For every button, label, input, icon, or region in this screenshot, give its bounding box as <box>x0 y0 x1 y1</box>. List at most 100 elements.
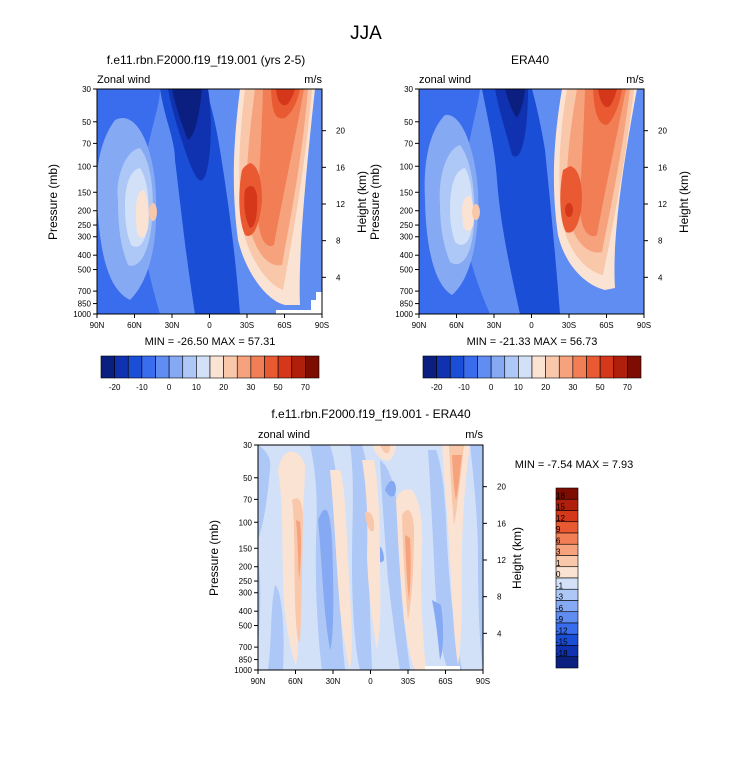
colorbar-label: 1 <box>556 559 561 568</box>
y-tick-label: 30 <box>82 85 91 94</box>
colorbar-label: 12 <box>556 514 565 523</box>
figure-title: JJA <box>350 23 382 44</box>
panel-model-y2label: Height (km) <box>355 171 369 233</box>
panel-diff: f.e11.rbn.F2000.f19_f19.001 - ERA40 zona… <box>207 407 633 686</box>
y-tick-label: 200 <box>78 207 92 216</box>
y-tick-label: 400 <box>400 251 414 260</box>
y-tick-label: 150 <box>400 188 414 197</box>
panel-model-x-axis: 90N 60N 30N 0 30S 60S 90S <box>90 314 329 330</box>
colorbar-box <box>572 355 587 379</box>
panel-diff-colorbar: 18 15 12 9 6 3 1 0 -1 -3 -6 -9 -12 -15 -18 <box>555 487 579 669</box>
y-tick-label: 700 <box>239 643 253 652</box>
colorbar-box <box>422 355 437 379</box>
colorbar-box <box>114 355 129 379</box>
colorbar-box <box>449 355 465 379</box>
colorbar-box <box>291 355 306 379</box>
y2-tick-label: 12 <box>336 200 345 209</box>
y-tick-label: 1000 <box>234 666 252 675</box>
colorbar-box <box>277 355 293 379</box>
panel-obs-right-label: m/s <box>626 74 644 86</box>
y-tick-label: 1000 <box>395 310 413 319</box>
colorbar-box <box>155 355 170 379</box>
y2-tick-label: 4 <box>336 273 341 282</box>
colorbar-label: -1 <box>556 581 564 590</box>
y-tick-label: 700 <box>78 287 92 296</box>
y2-tick-label: 8 <box>497 593 502 602</box>
colorbar-label: 0 <box>556 570 561 579</box>
y-tick-label: 30 <box>404 85 413 94</box>
colorbar-box <box>586 355 601 379</box>
y2-tick-label: 16 <box>497 519 506 528</box>
panel-obs-title: ERA40 <box>511 53 549 67</box>
x-tick-label: 60N <box>288 677 303 686</box>
panel-model-left-label: Zonal wind <box>97 74 150 86</box>
panel-diff-stats: MIN = -7.54 MAX = 7.93 <box>515 459 634 471</box>
panel-obs: ERA40 zonal wind m/s Pressure (mb) Heigh… <box>368 53 691 392</box>
y-tick-label: 500 <box>78 266 92 275</box>
colorbar-label: -15 <box>556 638 568 647</box>
colorbar-box <box>196 355 211 379</box>
y-tick-label: 250 <box>239 577 253 586</box>
panel-model-colorbar: -20 -10 0 10 20 30 50 70 <box>100 355 320 392</box>
y-tick-label: 30 <box>243 441 252 450</box>
panel-obs-y2label: Height (km) <box>677 171 691 233</box>
colorbar-box <box>141 355 156 379</box>
panel-obs-x-axis: 90N 60N 30N 0 30S 60S 90S <box>412 314 651 330</box>
y-tick-label: 50 <box>82 118 91 127</box>
panel-obs-colorbar: -20 -10 0 10 20 30 50 70 <box>422 355 642 392</box>
y-tick-label: 50 <box>243 474 252 483</box>
panel-diff-right-label: m/s <box>465 429 483 441</box>
panel-obs-ylabel: Pressure (mb) <box>368 164 382 240</box>
y-tick-label: 100 <box>400 162 414 171</box>
y2-tick-label: 8 <box>336 237 341 246</box>
x-tick-label: 0 <box>529 321 534 330</box>
colorbar-box <box>477 355 492 379</box>
colorbar-label: 18 <box>556 491 565 500</box>
colorbar-box <box>264 355 279 379</box>
colorbar-label: 70 <box>623 383 632 392</box>
colorbar-label: 50 <box>274 383 283 392</box>
colorbar-label: -10 <box>458 383 470 392</box>
y-tick-label: 300 <box>400 233 414 242</box>
panel-diff-y2label: Height (km) <box>510 527 524 589</box>
panel-model-right-label: m/s <box>304 74 322 86</box>
colorbar-label: 20 <box>541 383 550 392</box>
panel-diff-title: f.e11.rbn.F2000.f19_f19.001 - ERA40 <box>271 407 471 421</box>
colorbar-box <box>545 355 560 379</box>
y-tick-label: 300 <box>239 589 253 598</box>
colorbar-label: -3 <box>556 593 564 602</box>
x-tick-label: 90S <box>637 321 651 330</box>
colorbar-label: 20 <box>219 383 228 392</box>
y-tick-label: 700 <box>400 287 414 296</box>
x-tick-label: 30S <box>240 321 254 330</box>
colorbar-box <box>555 656 579 669</box>
x-tick-label: 30N <box>487 321 502 330</box>
x-tick-label: 90S <box>315 321 329 330</box>
y-tick-label: 400 <box>78 251 92 260</box>
x-tick-label: 30S <box>401 677 415 686</box>
panel-diff-field <box>257 444 484 671</box>
colorbar-label: 3 <box>556 548 561 557</box>
colorbar-label: -10 <box>136 383 148 392</box>
y2-tick-label: 20 <box>658 127 667 136</box>
panel-diff-ylabel: Pressure (mb) <box>207 520 221 596</box>
colorbar-label: 10 <box>514 383 523 392</box>
x-tick-label: 90N <box>90 321 105 330</box>
colorbar-label: 10 <box>192 383 201 392</box>
y-tick-label: 200 <box>239 563 253 572</box>
colorbar-label: -20 <box>109 383 121 392</box>
y2-tick-label: 4 <box>658 273 663 282</box>
y2-tick-label: 4 <box>497 629 502 638</box>
colorbar-box <box>100 355 115 379</box>
panel-obs-left-label: zonal wind <box>419 74 471 86</box>
y-tick-label: 850 <box>239 656 253 665</box>
x-tick-label: 30N <box>326 677 341 686</box>
x-tick-label: 60S <box>599 321 613 330</box>
y-tick-label: 70 <box>82 139 91 148</box>
colorbar-label: -18 <box>556 649 568 658</box>
y-tick-label: 100 <box>78 162 92 171</box>
colorbar-label: -9 <box>556 615 564 624</box>
panel-model: f.e11.rbn.F2000.f19_f19.001 (yrs 2-5) Zo… <box>46 53 369 392</box>
